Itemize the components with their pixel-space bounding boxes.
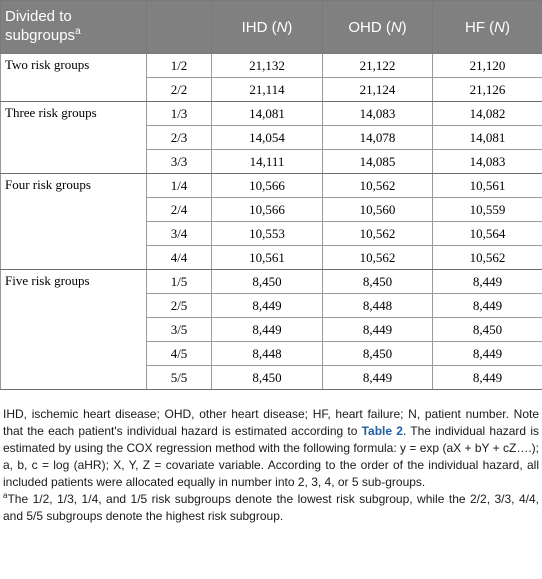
table-row: Four risk groups 1/4 10,566 10,562 10,561: [0, 173, 542, 270]
table-body: Two risk groups 1/2 21,132 21,122 21,120 2/2 2…: [0, 53, 542, 390]
cell-sub: 2/4: [146, 197, 212, 222]
cell-sub: 2/2: [146, 77, 212, 102]
table-row: 2/4 10,566 10,560 10,559: [1, 197, 542, 222]
cell-ihd: 10,566: [211, 173, 323, 198]
table-row: 2/2 21,114 21,124 21,126: [1, 77, 542, 102]
footnote-a: aThe 1/2, 1/3, 1/4, and 1/5 risk subgrou…: [3, 491, 539, 524]
cell-sub: 1/3: [146, 101, 212, 126]
cell-ihd: 21,132: [211, 53, 323, 78]
cell-ohd: 10,562: [322, 245, 433, 270]
cell-sub: 2/3: [146, 125, 212, 150]
cell-ihd: 21,114: [211, 77, 323, 102]
table-row: 2/5 8,449 8,448 8,449: [1, 293, 542, 318]
cell-ohd: 14,085: [322, 149, 433, 174]
cell-sub: 2/5: [146, 293, 212, 318]
cell-hf: 10,564: [432, 221, 542, 246]
subgroup-table: Divided to subgroupsa IHD (N) OHD (N) HF…: [0, 0, 542, 390]
table-row: 3/3 14,111 14,085 14,083: [1, 149, 542, 174]
cell-ohd: 8,449: [322, 317, 433, 342]
header-row: Divided to subgroupsa IHD (N) OHD (N) HF…: [0, 0, 542, 54]
cell-ihd: 10,553: [211, 221, 323, 246]
cell-ihd: 8,448: [211, 341, 323, 366]
cell-sub: 4/5: [146, 341, 212, 366]
cell-ohd: 10,562: [322, 221, 433, 246]
cell-ohd: 8,450: [322, 341, 433, 366]
cell-ihd: 8,450: [211, 365, 323, 390]
cell-ihd: 14,054: [211, 125, 323, 150]
table-row: 3/4 10,553 10,562 10,564: [1, 221, 542, 246]
cell-ohd: 14,078: [322, 125, 433, 150]
table-row: Three risk groups 1/3 14,081 14,083 14,082: [0, 101, 542, 174]
table-row: Two risk groups 1/2 21,132 21,122 21,120: [0, 53, 542, 102]
header-hf: HF (N): [432, 0, 542, 54]
table-footnote: IHD, ischemic heart disease; OHD, other …: [0, 406, 542, 525]
cell-hf: 8,449: [432, 269, 542, 294]
cell-ihd: 8,450: [211, 269, 323, 294]
cell-sub: 3/3: [146, 149, 212, 174]
cell-sub: 5/5: [146, 365, 212, 390]
cell-sub: 3/5: [146, 317, 212, 342]
header-subgroups: Divided to subgroupsa: [0, 0, 147, 54]
cell-sub: 1/4: [146, 173, 212, 198]
cell-ohd: 14,083: [322, 101, 433, 126]
cell-ohd: 10,560: [322, 197, 433, 222]
cell-ihd: 8,449: [211, 317, 323, 342]
cell-ihd: 14,111: [211, 149, 323, 174]
table-2-link[interactable]: Table 2: [361, 424, 403, 438]
cell-sub: 3/4: [146, 221, 212, 246]
cell-ihd: 10,561: [211, 245, 323, 270]
cell-ohd: 8,448: [322, 293, 433, 318]
cell-ohd: 21,124: [322, 77, 433, 102]
footnote-abbreviations: IHD, ischemic heart disease; OHD, other …: [3, 407, 539, 489]
cell-ohd: 21,122: [322, 53, 433, 78]
cell-hf: 8,449: [432, 341, 542, 366]
header-ihd: IHD (N): [211, 0, 323, 54]
risk-group-label: Five risk groups: [0, 269, 147, 390]
cell-hf: 10,561: [432, 173, 542, 198]
cell-hf: 21,126: [432, 77, 542, 102]
cell-hf: 14,081: [432, 125, 542, 150]
table-row: 5/5 8,450 8,449 8,449: [1, 365, 542, 390]
risk-group-label: Three risk groups: [0, 101, 147, 174]
table-row: 4/4 10,561 10,562 10,562: [1, 245, 542, 270]
cell-hf: 8,449: [432, 365, 542, 390]
cell-sub: 4/4: [146, 245, 212, 270]
cell-hf: 10,559: [432, 197, 542, 222]
cell-hf: 10,562: [432, 245, 542, 270]
cell-sub: 1/2: [146, 53, 212, 78]
cell-hf: 8,449: [432, 293, 542, 318]
risk-group-label: Two risk groups: [0, 53, 147, 102]
cell-hf: 14,082: [432, 101, 542, 126]
cell-sub: 1/5: [146, 269, 212, 294]
header-blank: [146, 0, 212, 54]
cell-ihd: 8,449: [211, 293, 323, 318]
cell-hf: 21,120: [432, 53, 542, 78]
cell-ohd: 10,562: [322, 173, 433, 198]
cell-ihd: 14,081: [211, 101, 323, 126]
cell-hf: 14,083: [432, 149, 542, 174]
cell-ohd: 8,450: [322, 269, 433, 294]
risk-group-label: Four risk groups: [0, 173, 147, 270]
table-row: Five risk groups 1/5 8,450 8,450 8,449: [0, 269, 542, 390]
table-row: 3/5 8,449 8,449 8,450: [1, 317, 542, 342]
cell-ihd: 10,566: [211, 197, 323, 222]
table-wrapper: Divided to subgroupsa IHD (N) OHD (N) HF…: [0, 0, 542, 390]
cell-ohd: 8,449: [322, 365, 433, 390]
cell-hf: 8,450: [432, 317, 542, 342]
header-ohd: OHD (N): [322, 0, 433, 54]
table-row: 2/3 14,054 14,078 14,081: [1, 125, 542, 150]
